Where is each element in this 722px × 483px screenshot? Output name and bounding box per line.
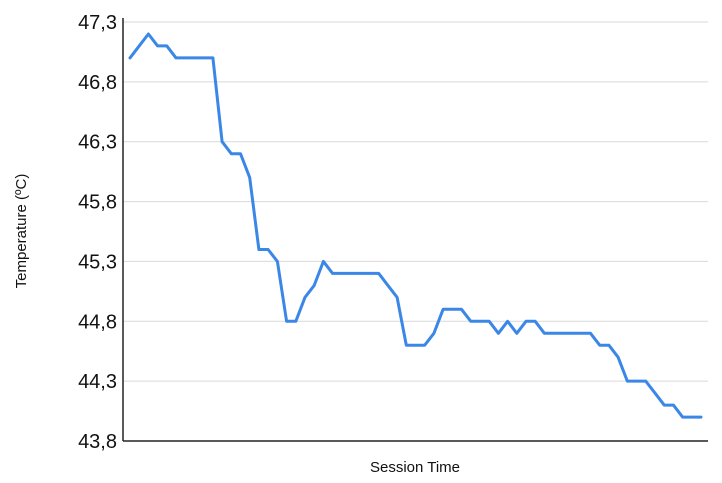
y-tick-label: 45,8 <box>78 192 117 214</box>
y-tick-label: 44,8 <box>78 311 117 333</box>
y-tick-label: 45,3 <box>78 251 117 273</box>
y-axis-title: Temperature (ºC) <box>13 174 30 289</box>
y-tick-label: 43,8 <box>78 431 117 453</box>
x-axis-title: Session Time <box>370 459 460 476</box>
y-axis-ticks: 43,8 44,3 44,8 45,3 45,8 46,3 46,8 47,3 <box>78 12 117 453</box>
y-tick-label: 44,3 <box>78 371 117 393</box>
gridlines <box>123 21 708 382</box>
y-tick-label: 46,3 <box>78 132 117 154</box>
series-line <box>128 32 703 419</box>
y-tick-label: 46,8 <box>78 72 117 94</box>
y-tick-label: 47,3 <box>78 12 117 34</box>
